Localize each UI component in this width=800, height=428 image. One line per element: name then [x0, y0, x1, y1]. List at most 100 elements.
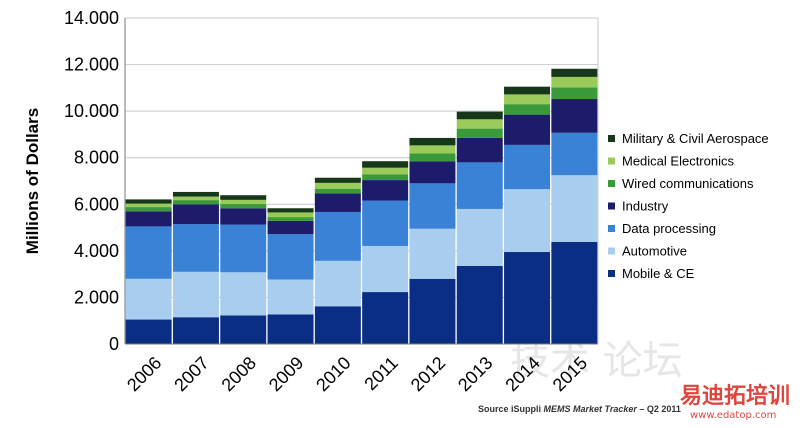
legend: Military & Civil Aerospace Medical Electr…	[608, 131, 769, 281]
legend-label: Automotive	[622, 244, 687, 259]
bar-segment-2006-1	[125, 278, 172, 320]
bar-segment-2013-1	[456, 208, 503, 266]
bar-segment-2006-4	[125, 207, 172, 212]
bar-segment-2011-3	[362, 180, 409, 201]
bar-segment-2015-0	[551, 242, 598, 344]
legend-label: Industry	[622, 199, 669, 214]
watermark-url: www.edatop.com	[690, 410, 777, 421]
bar-segment-2012-2	[409, 183, 456, 229]
bar-segment-2006-3	[125, 211, 172, 227]
bar-segment-2007-4	[172, 200, 219, 205]
bar-segment-2015-4	[551, 87, 598, 100]
bar-segment-2007-1	[172, 271, 219, 318]
bar-segment-2014-6	[504, 86, 551, 95]
axes	[124, 18, 598, 345]
bar-segment-2008-0	[220, 315, 267, 344]
bar-segment-2008-2	[220, 224, 267, 273]
bar-segment-2014-1	[504, 189, 551, 253]
bar-segment-2009-2	[267, 234, 314, 280]
legend-label: Military & Civil Aerospace	[622, 131, 769, 146]
legend-label: Medical Electronics	[622, 154, 734, 169]
bar-segment-2007-0	[172, 317, 219, 344]
bar-segment-2009-4	[267, 217, 314, 221]
x-tick-label: 2007	[170, 353, 212, 395]
bar-segment-2015-3	[551, 99, 598, 133]
x-tick-labels: 2006 2007 2008 2009 2010 2011 2012 2013 2014 2015	[123, 353, 591, 395]
bar-segment-2012-5	[409, 145, 456, 154]
legend-label: Data processing	[622, 221, 716, 236]
y-tick-label: 14.000	[64, 8, 119, 28]
legend-swatch	[608, 247, 615, 255]
bar-segment-2006-0	[125, 319, 172, 344]
bar-segment-2010-0	[314, 306, 361, 344]
bar-segment-2013-4	[456, 128, 503, 138]
bar-segment-2011-5	[362, 167, 409, 175]
bar-segment-2008-5	[220, 199, 267, 205]
bar-segment-2007-2	[172, 224, 219, 272]
legend-swatch	[608, 270, 615, 277]
x-tick-label: 2006	[123, 353, 165, 395]
bar-segment-2008-3	[220, 208, 267, 225]
bar-segment-2008-4	[220, 204, 267, 209]
bar-segment-2014-0	[504, 252, 551, 344]
bar-segment-2006-5	[125, 203, 172, 208]
bar-segment-2011-1	[362, 245, 409, 293]
source-italic: MEMS Market Tracker	[543, 404, 637, 414]
legend-swatch	[608, 180, 615, 187]
x-tick-label: 2014	[501, 353, 543, 395]
bar-segment-2010-4	[314, 188, 361, 194]
x-tick-label: 2010	[312, 353, 354, 395]
source-suffix: – Q2 2011	[636, 404, 681, 414]
bar-segment-2012-1	[409, 228, 456, 279]
faded-watermark-text: 技术 论坛	[510, 338, 683, 384]
legend-swatch	[608, 135, 615, 142]
x-tick-label: 2012	[407, 353, 449, 395]
bar-segment-2009-0	[267, 314, 314, 344]
bar-segment-2012-3	[409, 161, 456, 184]
legend-swatch	[608, 202, 615, 210]
y-axis-label: Millions of Dollars	[23, 108, 42, 254]
bar-segment-2015-2	[551, 132, 598, 176]
bar-segment-2010-2	[314, 211, 361, 261]
bar-segment-2010-3	[314, 193, 361, 212]
bar-segment-2009-3	[267, 220, 314, 235]
x-tick-label: 2008	[218, 353, 260, 395]
bar-segment-2015-6	[551, 68, 598, 77]
bar-segment-2011-2	[362, 200, 409, 246]
bar-segment-2013-2	[456, 162, 503, 209]
bar-segment-2013-6	[456, 111, 503, 120]
bar-segment-2010-1	[314, 260, 361, 307]
y-tick-label: 12.000	[64, 55, 119, 75]
legend-label: Wired communications	[622, 176, 754, 191]
bar-segment-2010-6	[314, 177, 361, 183]
bar-segment-2012-4	[409, 153, 456, 162]
source-prefix: Source iSuppli	[478, 404, 544, 414]
bar-segment-2013-5	[456, 119, 503, 129]
y-tick-label: 0	[109, 334, 119, 354]
bars	[125, 68, 598, 344]
bar-segment-2009-5	[267, 212, 314, 218]
legend-swatch	[608, 225, 615, 232]
bar-segment-2013-0	[456, 265, 503, 344]
bar-segment-2009-6	[267, 208, 314, 213]
bar-segment-2015-5	[551, 76, 598, 88]
y-tick-label: 2.000	[74, 287, 119, 307]
bar-segment-2012-0	[409, 278, 456, 344]
x-tick-label: 2015	[549, 353, 591, 395]
y-tick-label: 10.000	[64, 101, 119, 121]
legend-swatch	[608, 157, 615, 165]
bar-segment-2014-2	[504, 144, 551, 190]
bar-segment-2007-6	[172, 191, 219, 197]
bar-segment-2014-3	[504, 114, 551, 145]
watermark-logo-text: 易迪拓培训	[680, 384, 791, 409]
bar-segment-2008-1	[220, 272, 267, 316]
bar-segment-2011-4	[362, 174, 409, 181]
y-tick-labels: 0 2.000 4.000 6.000 8.000 10.000 12.000 14.000	[64, 8, 119, 354]
x-tick-label: 2013	[454, 353, 496, 395]
bar-segment-2014-5	[504, 94, 551, 105]
bar-segment-2009-1	[267, 279, 314, 315]
bar-segment-2013-3	[456, 137, 503, 163]
bar-segment-2007-3	[172, 204, 219, 225]
x-tick-label: 2009	[265, 353, 307, 395]
